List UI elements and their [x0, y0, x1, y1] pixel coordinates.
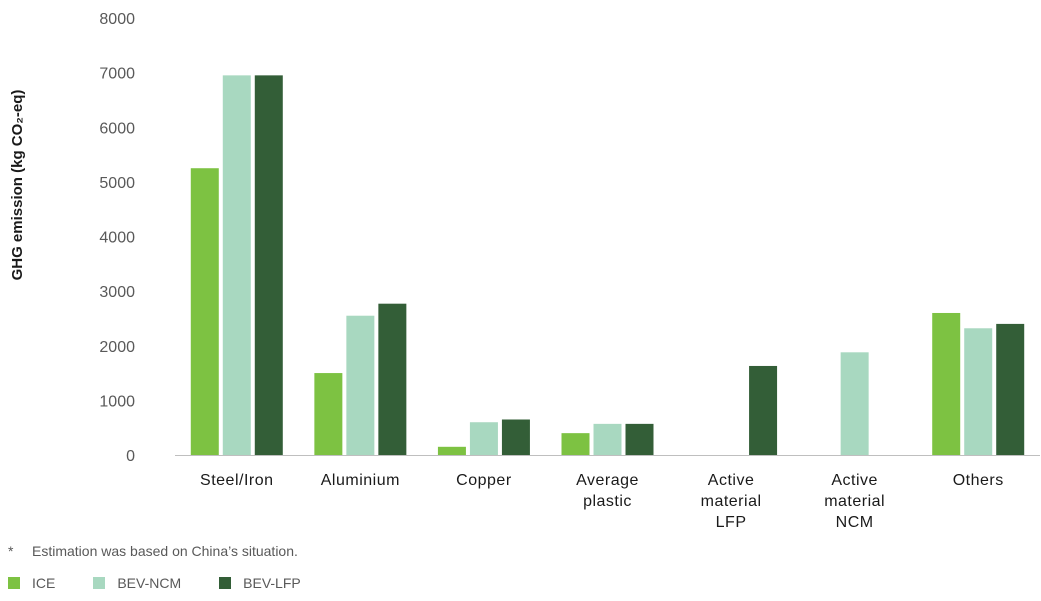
legend-swatch-bev-ncm — [93, 577, 106, 589]
bar-ice — [190, 168, 219, 455]
footnote: * Estimation was based on China’s situati… — [8, 543, 298, 559]
legend-label-bev-lfp: BEV-LFP — [243, 575, 301, 591]
legend-swatch-ice — [8, 577, 20, 589]
bar-bev-lfp — [501, 419, 530, 455]
bar-bev-lfp — [996, 323, 1025, 455]
bar-ice — [932, 312, 961, 455]
bar-bev-lfp — [625, 423, 654, 455]
legend-item-bev-ncm: BEV-NCM — [93, 575, 181, 591]
bar-bev-ncm — [222, 75, 251, 455]
y-tick-label: 1000 — [99, 393, 135, 410]
y-tick-label: 0 — [126, 448, 135, 465]
x-category-label: Aluminium — [321, 472, 400, 489]
bar-ice — [561, 433, 590, 455]
x-axis-categories: Steel/Iron Aluminium Copper Average plastic A… — [200, 472, 1004, 531]
footnote-marker: * — [8, 543, 14, 559]
legend-swatch-bev-lfp — [219, 577, 232, 589]
y-tick-label: 4000 — [99, 230, 135, 247]
legend: ICE BEV-NCM BEV-LFP — [8, 575, 339, 591]
y-tick-label: 7000 — [99, 66, 135, 83]
y-tick-label: 6000 — [99, 120, 135, 137]
x-category-label: Average plastic — [576, 472, 639, 510]
legend-item-bev-lfp: BEV-LFP — [219, 575, 301, 591]
y-axis-label: GHG emission (kg CO₂-eq) — [9, 90, 26, 281]
legend-item-ice: ICE — [8, 575, 55, 591]
bar-ice — [437, 446, 466, 455]
x-category-label: Others — [953, 472, 1004, 489]
bar-bev-ncm — [964, 328, 993, 455]
y-axis-ticks: 0 1000 2000 3000 4000 5000 6000 7000 8000 — [99, 11, 135, 465]
x-category-label: Copper — [456, 472, 512, 489]
y-tick-label: 5000 — [99, 175, 135, 192]
bar-bev-ncm — [469, 422, 498, 455]
bar-bev-ncm — [346, 315, 375, 455]
x-category-label: Steel/Iron — [200, 472, 273, 489]
legend-label-ice: ICE — [32, 575, 56, 591]
bar-bev-lfp — [254, 75, 283, 455]
bar-bev-lfp — [749, 365, 778, 455]
bar-chart: 0 1000 2000 3000 4000 5000 6000 7000 8000 Steel/… — [9, 11, 1040, 531]
bar-bev-ncm — [593, 423, 622, 455]
bar-bev-ncm — [840, 352, 869, 455]
x-category-label: Active material NCM — [824, 472, 885, 531]
bar-bev-lfp — [378, 303, 407, 455]
bar-ice — [314, 373, 343, 455]
y-tick-label: 8000 — [99, 11, 135, 28]
bars — [190, 75, 1025, 455]
x-category-label: Active material LFP — [701, 472, 762, 531]
y-tick-label: 3000 — [99, 284, 135, 301]
y-tick-label: 2000 — [99, 339, 135, 356]
legend-label-bev-ncm: BEV-NCM — [117, 575, 182, 591]
footnote-text: Estimation was based on China’s situatio… — [32, 543, 298, 559]
